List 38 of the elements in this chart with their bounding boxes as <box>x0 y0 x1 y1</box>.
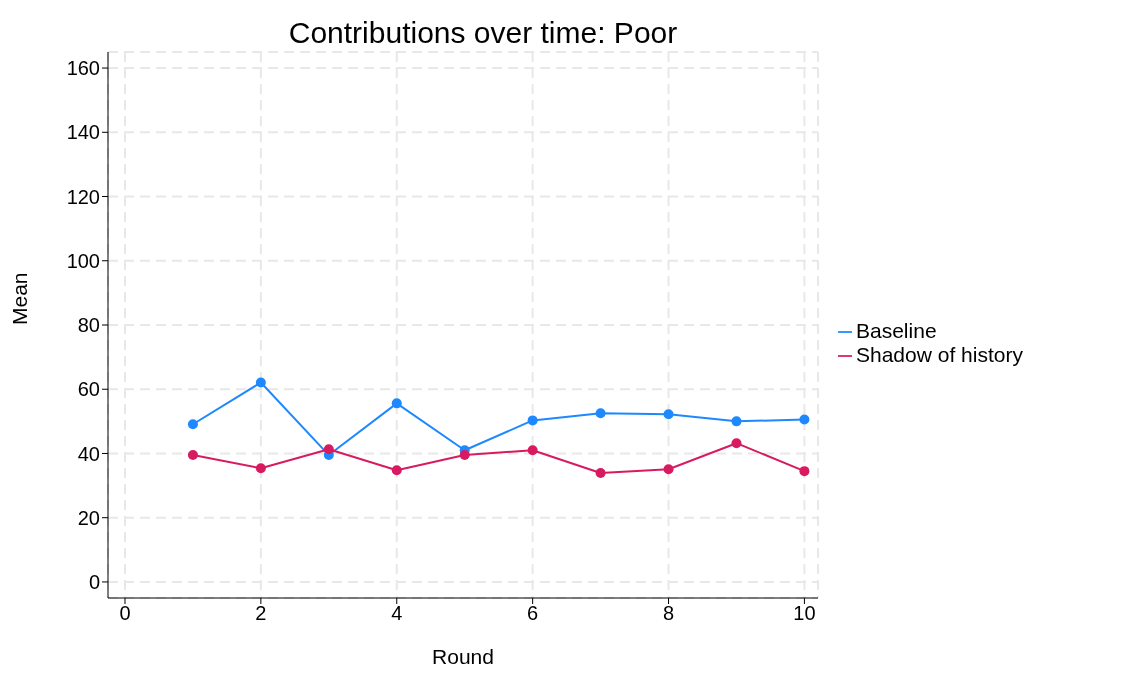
point <box>391 398 402 409</box>
y-tick-label: 40 <box>77 442 100 465</box>
chart-title: Contributions over time: Poor <box>287 16 679 50</box>
y-tick-label: 120 <box>66 185 100 208</box>
x-axis-title: Round <box>432 645 494 668</box>
point <box>595 468 606 479</box>
x-tick-label: 4 <box>391 602 403 625</box>
point <box>527 415 538 426</box>
point <box>663 464 674 475</box>
legend-label: Baseline <box>856 319 937 342</box>
point <box>255 463 266 474</box>
point <box>527 445 538 456</box>
x-tick-label: 2 <box>255 602 267 625</box>
point <box>187 419 198 430</box>
y-tick-label: 20 <box>77 506 100 529</box>
x-tick-label: 0 <box>119 602 131 625</box>
point <box>731 438 742 449</box>
point <box>323 444 334 455</box>
point <box>663 409 674 420</box>
legend-label: Shadow of history <box>856 343 1023 366</box>
point <box>459 450 470 461</box>
point <box>799 414 810 425</box>
y-tick-label: 0 <box>88 571 100 594</box>
point <box>255 377 266 388</box>
x-tick-label: 10 <box>793 602 816 625</box>
point <box>731 416 742 427</box>
x-tick-label: 8 <box>662 602 675 625</box>
point <box>391 465 402 476</box>
y-axis-title: Mean <box>8 272 32 325</box>
y-tick-label: 60 <box>77 378 100 401</box>
y-tick-label: 80 <box>77 314 100 337</box>
x-tick-label: 6 <box>527 602 539 625</box>
y-tick-label: 100 <box>66 249 100 272</box>
point <box>799 466 810 477</box>
point <box>187 450 198 461</box>
y-tick-label: 140 <box>66 121 100 144</box>
y-tick-label: 160 <box>66 57 100 80</box>
point <box>595 408 606 419</box>
